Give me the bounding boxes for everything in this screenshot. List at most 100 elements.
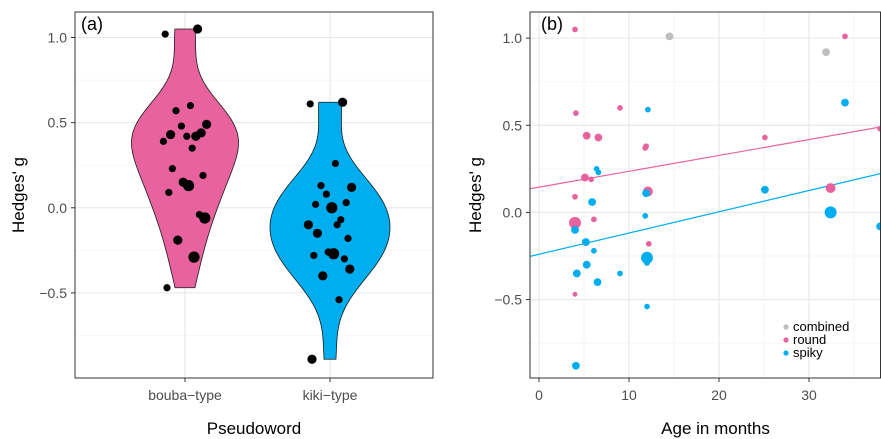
- point-kiki-type: [338, 97, 348, 107]
- point-round: [643, 143, 649, 150]
- point-spiky: [595, 169, 602, 176]
- point-kiki-type: [344, 234, 352, 243]
- legend-swatch-combined: [783, 324, 789, 330]
- point-spiky: [644, 303, 650, 310]
- point-bouba-type: [172, 107, 180, 115]
- violin-kiki-type: [269, 101, 391, 360]
- panel-b-x-axis-title: Age in months: [661, 419, 770, 438]
- point-spiky: [588, 198, 596, 206]
- point-round: [572, 26, 578, 33]
- point-bouba-type: [199, 171, 207, 180]
- point-spiky: [617, 270, 623, 277]
- point-spiky: [593, 278, 602, 287]
- point-round: [569, 216, 581, 229]
- point-bouba-type: [173, 235, 183, 245]
- point-kiki-type: [333, 221, 341, 229]
- panel-a-x-tick-label: kiki−type: [303, 387, 358, 403]
- panel-a-y-tick-label: 1.0: [48, 30, 68, 46]
- point-bouba-type: [168, 165, 176, 173]
- point-kiki-type: [335, 296, 343, 304]
- point-kiki-type: [312, 228, 322, 238]
- point-spiky: [876, 222, 881, 231]
- panel-b-y-tick-label: 1.0: [503, 30, 523, 46]
- point-round: [573, 110, 579, 116]
- point-spiky: [644, 260, 650, 266]
- panel-b-label: (b): [541, 14, 563, 34]
- point-round: [825, 183, 836, 193]
- point-bouba-type: [183, 180, 195, 192]
- point-spiky: [572, 361, 580, 370]
- point-round: [572, 291, 578, 297]
- point-round: [645, 240, 652, 247]
- panel-b-x-tick-label: 0: [535, 387, 543, 403]
- point-kiki-type: [312, 200, 320, 208]
- panel-b-y-tick-label: 0.0: [503, 204, 523, 220]
- panel-b: 1.0 0.5 0.0 −0.5 0 10 20 30 combinedroundspiky…: [466, 11, 881, 438]
- point-bouba-type: [183, 132, 191, 140]
- point-kiki-type: [306, 100, 314, 108]
- point-spiky: [582, 260, 591, 269]
- point-round: [762, 134, 768, 141]
- point-round: [581, 173, 589, 182]
- point-round: [594, 133, 603, 142]
- point-bouba-type: [202, 119, 212, 129]
- point-bouba-type: [199, 212, 211, 224]
- panel-a-x-axis-title: Pseudoword: [207, 419, 302, 438]
- point-kiki-type: [328, 248, 340, 260]
- point-kiki-type: [342, 199, 350, 207]
- point-bouba-type: [163, 284, 171, 292]
- point-round: [588, 176, 595, 183]
- point-round: [582, 131, 591, 140]
- point-spiky: [641, 251, 653, 264]
- panel-b-x-tick-label: 30: [801, 387, 817, 403]
- point-kiki-type: [326, 202, 338, 214]
- legend-label-spiky: spiky: [793, 345, 823, 360]
- point-round: [591, 216, 597, 223]
- panel-a-y-tick-label: 0.0: [48, 200, 68, 216]
- point-bouba-type: [188, 251, 200, 263]
- point-bouba-type: [191, 131, 201, 141]
- legend-label-round: round: [793, 332, 826, 347]
- point-combined: [665, 32, 674, 41]
- panel-a-y-tick-label: −0.5: [39, 285, 67, 301]
- point-spiky: [581, 238, 590, 246]
- point-round: [617, 105, 623, 111]
- panel-a-label: (a): [81, 14, 103, 34]
- legend-label-combined: combined: [793, 319, 849, 334]
- point-spiky: [591, 247, 597, 254]
- legend-swatch-spiky: [783, 350, 789, 356]
- point-bouba-type: [165, 188, 173, 197]
- point-kiki-type: [337, 216, 345, 224]
- point-spiky: [761, 185, 769, 194]
- panel-a-x-tick-label: bouba−type: [148, 387, 222, 403]
- point-combined: [822, 48, 830, 56]
- point-bouba-type: [166, 129, 176, 140]
- point-spiky: [645, 106, 651, 113]
- panel-a-y-tick-label: 0.5: [48, 115, 68, 131]
- point-kiki-type: [318, 271, 328, 281]
- point-spiky: [841, 98, 849, 107]
- point-round: [842, 33, 848, 40]
- point-spiky: [824, 206, 837, 219]
- panel-a-y-axis-title: Hedges' g: [9, 157, 28, 233]
- panel-b-y-axis-title: Hedges' g: [466, 157, 485, 233]
- point-bouba-type: [159, 137, 167, 145]
- panel-a-frame: [74, 11, 434, 379]
- point-kiki-type: [310, 251, 318, 260]
- point-spiky: [571, 225, 579, 234]
- point-bouba-type: [177, 122, 185, 130]
- panel-b-x-tick-label: 10: [621, 387, 637, 403]
- point-kiki-type: [307, 354, 317, 364]
- point-spiky: [642, 213, 649, 219]
- panel-b-x-tick-label: 20: [711, 387, 727, 403]
- point-round: [572, 193, 578, 200]
- point-bouba-type: [193, 24, 203, 34]
- point-kiki-type: [303, 220, 313, 230]
- panel-b-y-tick-label: 0.5: [503, 117, 523, 133]
- point-bouba-type: [188, 144, 196, 152]
- point-kiki-type: [340, 255, 348, 263]
- point-kiki-type: [345, 264, 355, 274]
- point-kiki-type: [322, 190, 330, 198]
